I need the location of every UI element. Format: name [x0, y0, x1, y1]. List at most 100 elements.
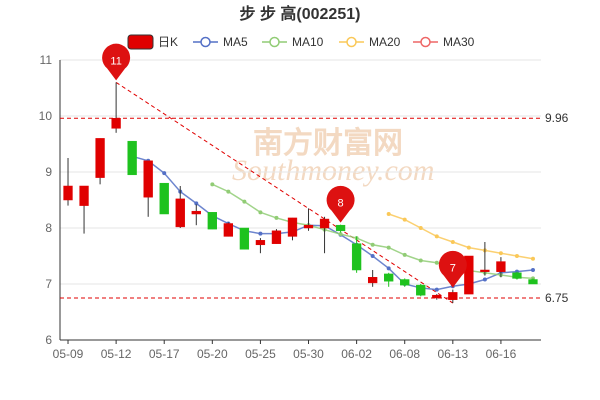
series-point	[402, 252, 407, 257]
candle	[335, 224, 346, 233]
legend-swatch-dot	[269, 36, 280, 48]
series-point	[338, 232, 343, 237]
legend-item-ma30: MA30	[413, 35, 475, 49]
candle-body	[175, 198, 185, 228]
legend-item-ma10: MA10	[262, 35, 324, 49]
candle-body	[335, 224, 346, 232]
marker-pin: 8	[326, 185, 355, 223]
candle-body	[239, 227, 250, 250]
candle-body	[512, 272, 522, 279]
candle-body	[464, 255, 474, 295]
series-point	[274, 215, 279, 220]
candle	[95, 138, 105, 185]
candle-body	[416, 284, 426, 296]
reference-line-label: 9.96	[545, 111, 569, 125]
series-ma20	[386, 212, 535, 261]
series-point	[418, 226, 423, 230]
candle	[464, 255, 474, 295]
candle-body	[287, 217, 298, 237]
marker-balloon	[326, 185, 355, 223]
candle	[207, 212, 217, 230]
y-tick-label: 8	[45, 221, 52, 235]
candle	[271, 229, 282, 244]
x-tick-label: 06-02	[341, 347, 372, 361]
x-tick-label: 05-17	[149, 347, 180, 361]
y-tick-label: 10	[39, 109, 53, 123]
candle	[480, 242, 490, 276]
series-point	[530, 256, 535, 261]
y-tick-label: 9	[45, 165, 52, 179]
legend-swatch-dot	[200, 36, 211, 48]
candle	[432, 294, 442, 300]
series-point	[370, 242, 375, 247]
candle-body	[191, 210, 201, 215]
series-ma10	[210, 182, 535, 281]
series-point	[226, 189, 231, 194]
candle-body	[480, 269, 490, 272]
legend-label: MA30	[443, 35, 475, 49]
candle-body	[351, 243, 362, 271]
legend-swatch	[127, 34, 154, 50]
candle-body	[255, 240, 266, 246]
candle	[528, 278, 538, 285]
candle	[127, 140, 137, 176]
legend-label: MA5	[223, 35, 248, 49]
candle	[416, 284, 426, 297]
legend-label: MA20	[369, 35, 401, 49]
marker-pin: 11	[102, 43, 131, 81]
candle-body	[400, 279, 410, 286]
series-point	[530, 268, 535, 272]
legend-item-ma20: MA20	[339, 35, 401, 49]
candle-body	[271, 230, 282, 244]
candle-body	[223, 223, 234, 237]
candle	[351, 236, 362, 273]
candle-body	[79, 185, 89, 206]
watermark-en: Southmoney.com	[232, 154, 434, 187]
candle	[239, 227, 250, 250]
reference-line-label: 6.75	[545, 291, 569, 305]
marker-label: 11	[110, 55, 121, 67]
series-point	[434, 260, 439, 265]
candle-body	[111, 117, 121, 129]
series-point	[514, 254, 519, 258]
candle-body	[95, 138, 105, 178]
candle-body	[159, 182, 169, 215]
candle	[191, 204, 201, 226]
candle-body	[496, 261, 506, 272]
x-tick-label: 06-13	[437, 347, 468, 361]
candle-body	[143, 160, 153, 198]
marker-pin: 7	[438, 250, 467, 288]
candles	[63, 82, 538, 304]
candle	[448, 289, 458, 304]
x-tick-label: 05-12	[101, 347, 132, 361]
candle	[512, 271, 522, 280]
series-point	[418, 258, 423, 263]
candle	[223, 222, 234, 237]
series-point	[450, 240, 455, 244]
series-point	[434, 287, 439, 292]
legend: 日K MA5 MA10 MA20 MA30	[127, 34, 475, 50]
x-tick-label: 05-30	[293, 347, 324, 361]
candle	[287, 217, 298, 241]
legend-item-日k: 日K	[127, 34, 178, 50]
x-tick-label: 05-09	[53, 347, 84, 361]
x-tick-label: 05-25	[245, 347, 276, 361]
candle	[159, 182, 169, 215]
watermark-cn: 南方财富网	[253, 126, 403, 160]
candle	[367, 270, 378, 287]
legend-swatch-dot	[346, 36, 357, 48]
series-point	[242, 199, 247, 204]
candle	[496, 257, 506, 278]
series-point	[386, 212, 391, 216]
marker-balloon	[438, 250, 467, 288]
candle	[143, 160, 153, 217]
y-tick-label: 6	[45, 333, 52, 347]
series-point	[434, 234, 439, 239]
candle-body	[63, 185, 73, 201]
y-tick-label: 7	[45, 277, 52, 291]
series-point	[386, 266, 391, 271]
series-point	[258, 210, 263, 215]
marker-label: 7	[450, 263, 456, 275]
